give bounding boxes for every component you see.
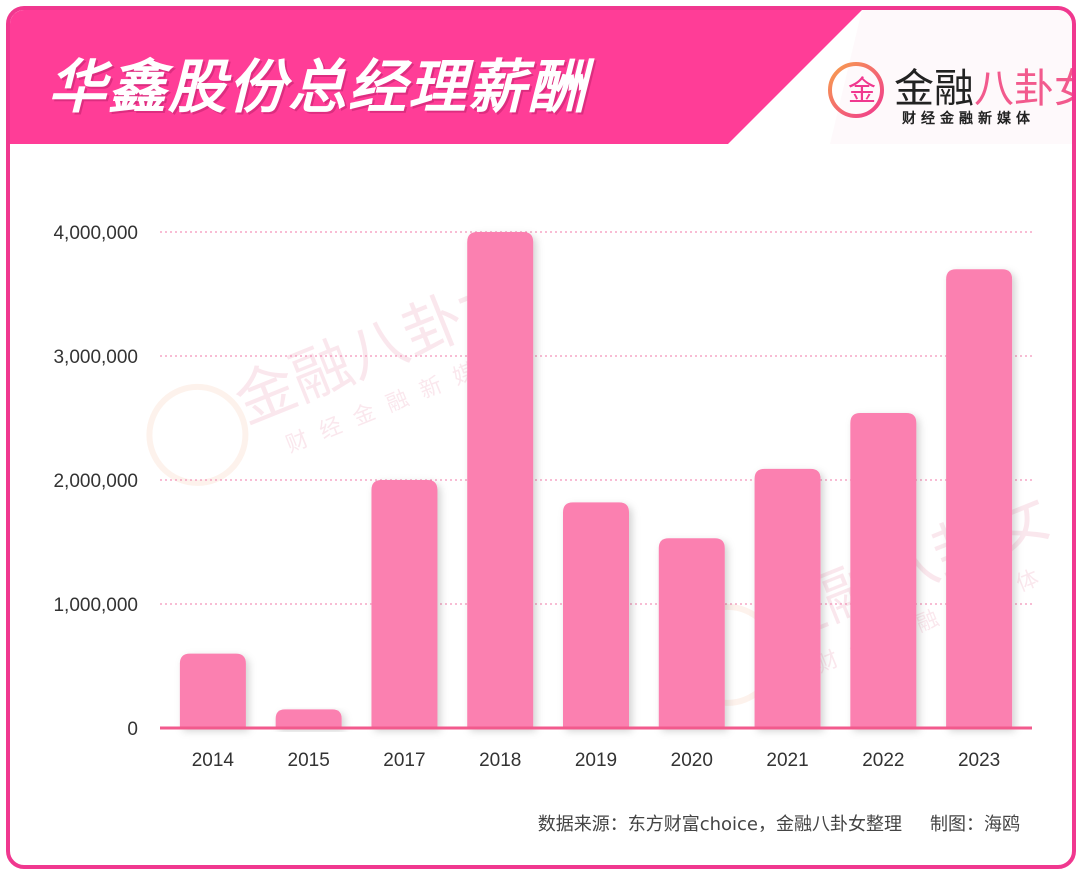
brand-logo-subtitle: 财经金融新媒体 <box>902 111 1035 127</box>
brand-logo-name-main: 金融 <box>894 66 974 112</box>
x-tick-label: 2015 <box>288 750 330 771</box>
brand-logo-name-accent: 八卦女 <box>974 66 1072 112</box>
data-source-text: 数据来源：东方财富choice，金融八卦女整理 <box>537 814 902 835</box>
header-banner <box>10 10 1072 144</box>
x-tick-label: 2014 <box>192 750 235 771</box>
bar <box>850 413 917 728</box>
brand-logo-name: 金融八卦女 <box>894 56 1072 114</box>
y-tick-label: 2,000,000 <box>53 471 138 492</box>
header-banner-shape <box>10 10 862 144</box>
y-tick-label: 0 <box>127 719 138 740</box>
bar <box>754 468 821 728</box>
bar-chart: 0 1,000,000 2,000,000 3,000,000 4,000,000 201… <box>53 223 1032 771</box>
brand-logo: 金 金融八卦女 财经金融新媒体 <box>826 54 1072 134</box>
bar <box>275 709 342 728</box>
x-tick-label: 2023 <box>958 750 1000 771</box>
x-tick-label: 2017 <box>383 750 425 771</box>
y-tick-label: 4,000,000 <box>53 223 138 244</box>
x-tick-label: 2022 <box>862 750 904 771</box>
bar <box>658 538 725 728</box>
source-note: 数据来源：东方财富choice，金融八卦女整理 制图：海鸥 <box>538 810 1020 836</box>
brand-logo-mark-text: 金 <box>848 74 876 107</box>
x-tick-label: 2020 <box>671 750 713 771</box>
y-tick-label: 3,000,000 <box>53 347 138 368</box>
y-tick-label: 1,000,000 <box>53 595 138 616</box>
bar <box>371 480 438 728</box>
bar <box>946 269 1013 728</box>
header-shadow-shape <box>830 10 1072 144</box>
bar <box>563 502 629 728</box>
x-tick-label: 2018 <box>479 750 521 771</box>
bar <box>179 653 246 728</box>
bar <box>467 232 534 728</box>
chart-card: 华鑫股份总经理薪酬 金 金融八卦女 财经金融新媒体 金融八卦女 财经金融新媒体 … <box>6 6 1076 869</box>
x-tick-label: 2021 <box>766 750 808 771</box>
chart-title: 华鑫股份总经理薪酬 <box>48 53 589 121</box>
x-tick-label: 2019 <box>575 750 617 771</box>
brand-logo-mark-icon: 金 <box>828 62 884 118</box>
made-by-text: 制图：海鸥 <box>930 814 1020 835</box>
